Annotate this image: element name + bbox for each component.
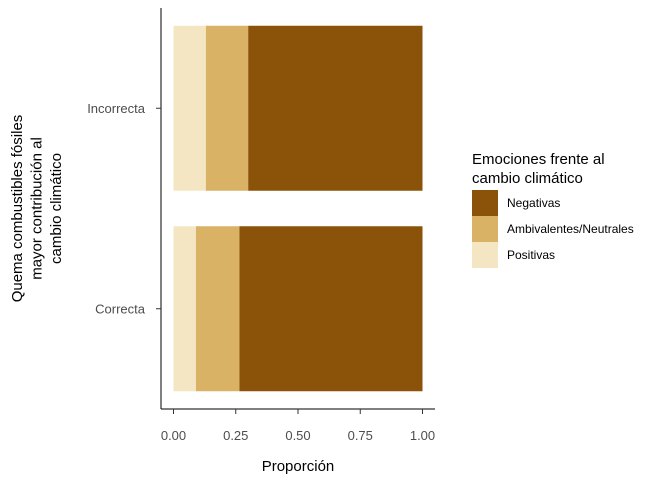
y-axis-title-line: Quema combustibles fósiles: [9, 115, 26, 303]
x-tick-label: 1.00: [410, 428, 435, 443]
bars-layer: [173, 25, 423, 392]
bar-segment-incorrecta-positivas: [173, 25, 206, 191]
x-axis-ticks: 0.00 0.25 0.50 0.75 1.00: [161, 409, 435, 443]
bar-segment-correcta-ambivalentes-neutrales: [195, 226, 240, 392]
legend-label: Negativas: [507, 196, 560, 210]
legend-label: Positivas: [507, 248, 555, 262]
legend-label: Ambivalentes/Neutrales: [507, 222, 634, 236]
bar-segment-correcta-positivas: [173, 226, 196, 392]
legend-key-positivas: [472, 242, 498, 268]
legend-title-line: Emociones frente al: [472, 151, 605, 168]
legend-key-ambivalentes-neutrales: [472, 216, 498, 242]
x-tick-label: 0.50: [285, 428, 310, 443]
y-axis-title-line: mayor contribución al: [29, 137, 46, 280]
x-tick-label: 0.00: [161, 428, 186, 443]
bar-segment-incorrecta-negativas: [248, 25, 423, 191]
y-axis-ticks: Correcta Incorrecta: [87, 101, 161, 316]
legend: Emociones frente al cambio climático Negat…: [472, 151, 634, 268]
y-axis-title-line: cambio climático: [48, 153, 65, 264]
x-tick-label: 0.75: [348, 428, 373, 443]
y-axis-title: Quema combustibles fósiles mayor contribu…: [9, 115, 65, 303]
x-tick-label: 0.25: [223, 428, 248, 443]
bar-segment-correcta-negativas: [239, 226, 423, 392]
x-axis-title: Proporción: [262, 458, 335, 475]
legend-title-line: cambio climático: [472, 170, 583, 187]
y-tick-label: Correcta: [95, 301, 146, 316]
legend-key-negativas: [472, 190, 498, 216]
y-tick-label: Incorrecta: [87, 101, 146, 116]
bar-segment-incorrecta-ambivalentes-neutrales: [205, 25, 249, 191]
